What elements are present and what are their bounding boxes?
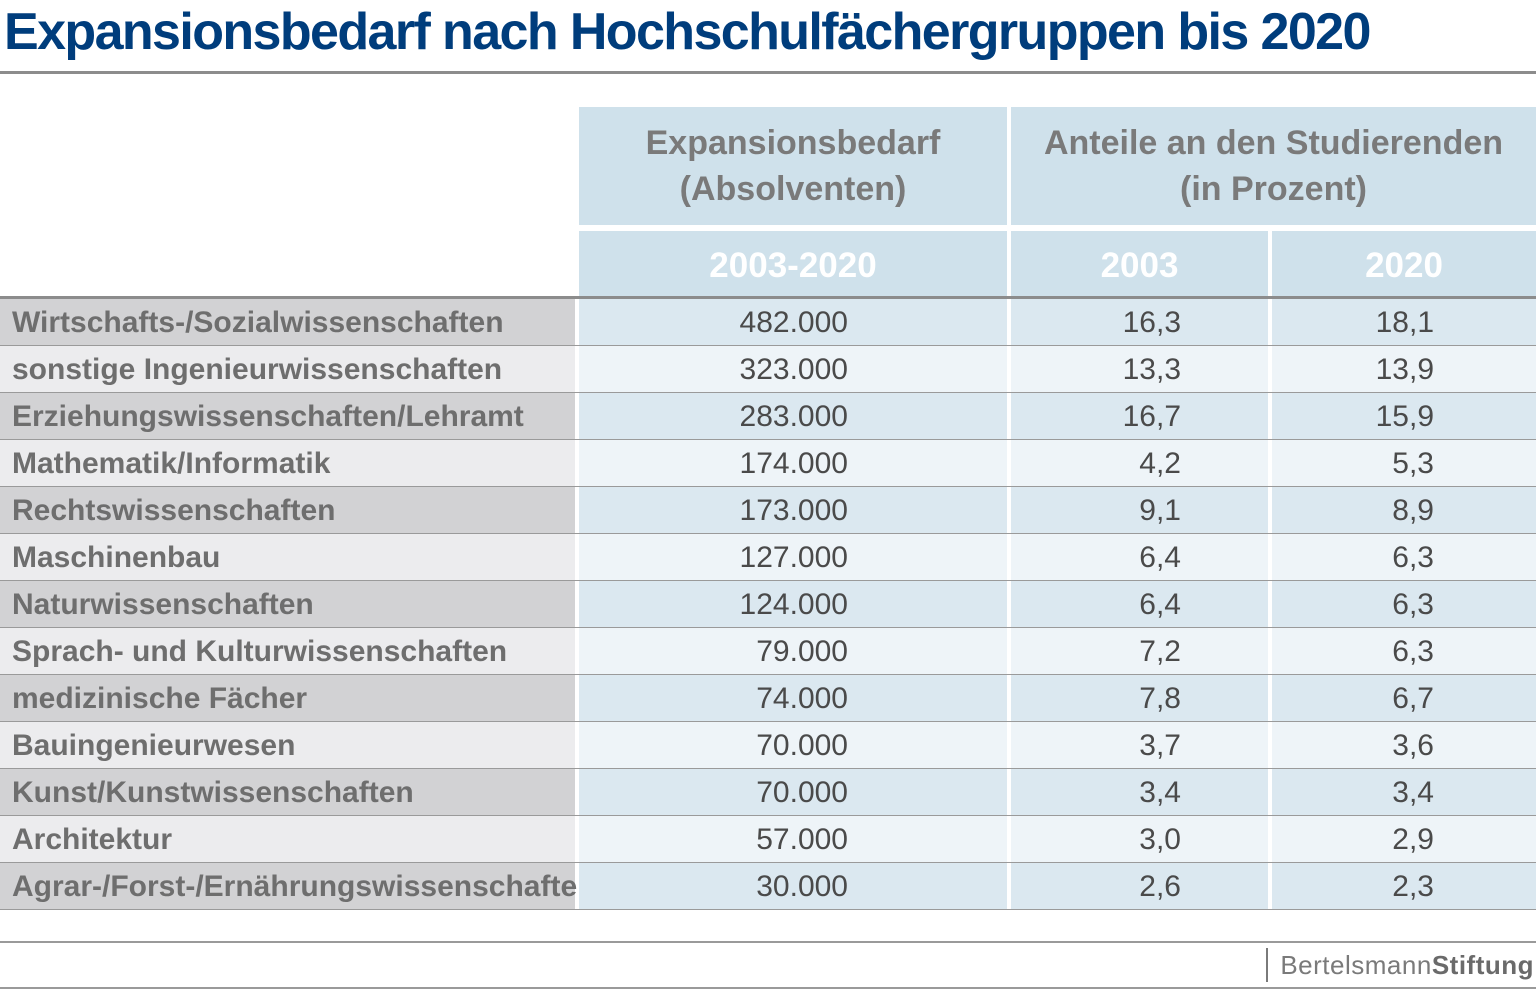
row-label: Wirtschafts-/Sozialwissenschaften [0, 299, 575, 345]
row-divider [0, 392, 1536, 393]
cell-anteil-2003: 16,7 [1011, 393, 1268, 439]
row-divider [0, 909, 1536, 910]
table-row: Sprach- und Kulturwissenschaften 79.000 7,… [0, 628, 1536, 675]
logo-text-stiftung: Stiftung [1431, 949, 1534, 980]
header-expansionsbedarf-line1: Expansionsbedarf [645, 124, 941, 162]
header-col-2003-2020: 2003-2020 [579, 231, 1007, 297]
table-row: Architektur 57.000 3,0 2,9 [0, 816, 1536, 863]
table-row: Wirtschafts-/Sozialwissenschaften 482.000… [0, 299, 1536, 346]
cell-anteil-2020: 6,3 [1272, 534, 1536, 580]
table-row: Naturwissenschaften 124.000 6,4 6,3 [0, 581, 1536, 628]
header-col-2020: 2020 [1272, 231, 1536, 297]
cell-anteil-2020: 6,3 [1272, 581, 1536, 627]
cell-anteil-2003: 9,1 [1011, 487, 1268, 533]
row-divider [0, 768, 1536, 769]
cell-anteil-2020: 3,6 [1272, 722, 1536, 768]
cell-anteil-2020: 3,4 [1272, 769, 1536, 815]
cell-expansionsbedarf: 70.000 [579, 769, 1007, 815]
header-anteile: Anteile an den Studierenden (in Prozent) [1011, 107, 1536, 225]
row-label: Rechtswissenschaften [0, 487, 575, 533]
table-row: Mathematik/Informatik 174.000 4,2 5,3 [0, 440, 1536, 487]
cell-anteil-2020: 8,9 [1272, 487, 1536, 533]
cell-anteil-2020: 13,9 [1272, 346, 1536, 392]
cell-anteil-2003: 3,7 [1011, 722, 1268, 768]
header-base-rule [0, 296, 1536, 299]
row-label: Architektur [0, 816, 575, 862]
cell-anteil-2003: 2,6 [1011, 863, 1268, 909]
cell-anteil-2020: 15,9 [1272, 393, 1536, 439]
cell-expansionsbedarf: 283.000 [579, 393, 1007, 439]
row-divider [0, 627, 1536, 628]
cell-expansionsbedarf: 173.000 [579, 487, 1007, 533]
cell-expansionsbedarf: 482.000 [579, 299, 1007, 345]
cell-anteil-2020: 2,9 [1272, 816, 1536, 862]
cell-anteil-2003: 6,4 [1011, 581, 1268, 627]
row-divider [0, 486, 1536, 487]
header-col-2003: 2003 [1011, 231, 1268, 297]
cell-anteil-2020: 6,7 [1272, 675, 1536, 721]
row-divider [0, 862, 1536, 863]
row-label: Maschinenbau [0, 534, 575, 580]
row-label: Bauingenieurwesen [0, 722, 575, 768]
row-label: medizinische Fächer [0, 675, 575, 721]
row-label: Agrar-/Forst-/Ernährungswissenschaften [0, 863, 595, 909]
table-row: Bauingenieurwesen 70.000 3,7 3,6 [0, 722, 1536, 769]
row-divider [0, 533, 1536, 534]
row-divider [0, 580, 1536, 581]
cell-anteil-2020: 5,3 [1272, 440, 1536, 486]
cell-anteil-2020: 18,1 [1272, 299, 1536, 345]
row-divider [0, 439, 1536, 440]
row-label: Sprach- und Kulturwissenschaften [0, 628, 575, 674]
cell-expansionsbedarf: 127.000 [579, 534, 1007, 580]
cell-anteil-2020: 2,3 [1272, 863, 1536, 909]
logo-divider [1266, 948, 1269, 982]
logo-text-bertelsmann: Bertelsmann [1280, 949, 1432, 980]
cell-anteil-2003: 13,3 [1011, 346, 1268, 392]
footer-rule [0, 987, 1536, 989]
cell-expansionsbedarf: 74.000 [579, 675, 1007, 721]
cell-anteil-2003: 7,2 [1011, 628, 1268, 674]
table-row: Maschinenbau 127.000 6,4 6,3 [0, 534, 1536, 581]
bertelsmann-stiftung-logo: Bertelsmann Stiftung [1266, 946, 1534, 984]
row-label: sonstige Ingenieurwissenschaften [0, 346, 575, 392]
table-row: Agrar-/Forst-/Ernährungswissenschaften 30… [0, 863, 1536, 910]
row-label: Kunst/Kunstwissenschaften [0, 769, 575, 815]
cell-anteil-2003: 7,8 [1011, 675, 1268, 721]
header-anteile-line2: (in Prozent) [1180, 170, 1367, 208]
cell-anteil-2003: 3,0 [1011, 816, 1268, 862]
row-divider [0, 815, 1536, 816]
cell-anteil-2003: 16,3 [1011, 299, 1268, 345]
table-row: Kunst/Kunstwissenschaften 70.000 3,4 3,4 [0, 769, 1536, 816]
cell-anteil-2020: 6,3 [1272, 628, 1536, 674]
row-label: Mathematik/Informatik [0, 440, 575, 486]
row-label: Erziehungswissenschaften/Lehramt [0, 393, 575, 439]
row-label: Naturwissenschaften [0, 581, 575, 627]
table-row: medizinische Fächer 74.000 7,8 6,7 [0, 675, 1536, 722]
cell-expansionsbedarf: 30.000 [579, 863, 1007, 909]
row-divider [0, 345, 1536, 346]
header-anteile-line1: Anteile an den Studierenden [1043, 124, 1504, 162]
cell-anteil-2003: 6,4 [1011, 534, 1268, 580]
cell-expansionsbedarf: 79.000 [579, 628, 1007, 674]
table-row: sonstige Ingenieurwissenschaften 323.000 1… [0, 346, 1536, 393]
header-expansionsbedarf: Expansionsbedarf (Absolventen) [579, 107, 1007, 225]
row-divider [0, 674, 1536, 675]
table-row: Erziehungswissenschaften/Lehramt 283.000 1… [0, 393, 1536, 440]
cell-expansionsbedarf: 70.000 [579, 722, 1007, 768]
cell-expansionsbedarf: 174.000 [579, 440, 1007, 486]
cell-expansionsbedarf: 57.000 [579, 816, 1007, 862]
header-expansionsbedarf-line2: (Absolventen) [679, 170, 907, 208]
cell-anteil-2003: 4,2 [1011, 440, 1268, 486]
row-divider [0, 721, 1536, 722]
table-row: Rechtswissenschaften 173.000 9,1 8,9 [0, 487, 1536, 534]
page-title: Expansionsbedarf nach Hochschulfächergru… [4, 3, 1371, 61]
title-rule [0, 71, 1536, 74]
bottom-rule [0, 941, 1536, 943]
cell-anteil-2003: 3,4 [1011, 769, 1268, 815]
cell-expansionsbedarf: 323.000 [579, 346, 1007, 392]
cell-expansionsbedarf: 124.000 [579, 581, 1007, 627]
